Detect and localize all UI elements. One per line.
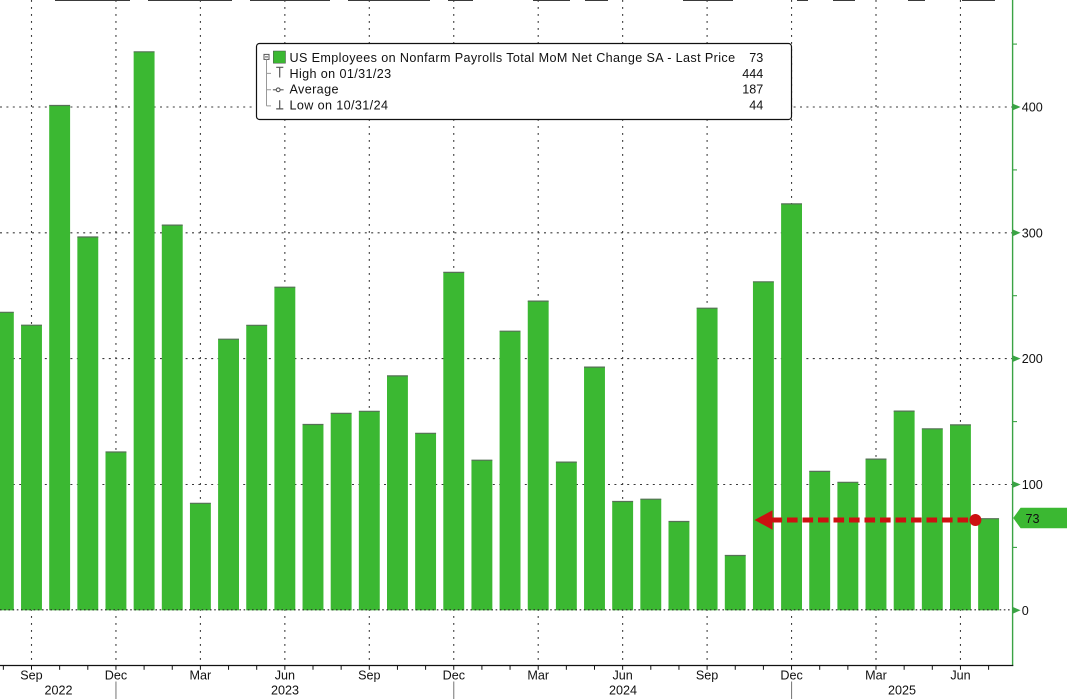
svg-text:2024: 2024 [609, 684, 637, 698]
svg-text:73: 73 [749, 51, 763, 65]
svg-text:Dec: Dec [105, 668, 127, 682]
svg-text:US Employees on Nonfarm Payrol: US Employees on Nonfarm Payrolls Total M… [290, 51, 736, 65]
svg-text:Low on 10/31/24: Low on 10/31/24 [290, 98, 389, 112]
svg-text:Sep: Sep [696, 668, 718, 682]
svg-text:0: 0 [1022, 604, 1029, 618]
svg-text:2022: 2022 [44, 684, 72, 698]
svg-text:187: 187 [742, 83, 763, 97]
svg-text:Dec: Dec [780, 668, 802, 682]
svg-text:High on 01/31/23: High on 01/31/23 [290, 67, 392, 81]
svg-text:Sep: Sep [20, 668, 42, 682]
svg-text:100: 100 [1022, 478, 1043, 492]
svg-text:Jun: Jun [275, 668, 295, 682]
svg-text:444: 444 [742, 67, 763, 81]
svg-text:44: 44 [749, 98, 763, 112]
svg-text:Jun: Jun [612, 668, 632, 682]
svg-text:73: 73 [1026, 512, 1040, 526]
svg-text:Sep: Sep [358, 668, 380, 682]
svg-text:Mar: Mar [865, 668, 887, 682]
svg-text:400: 400 [1022, 101, 1043, 115]
svg-text:300: 300 [1022, 226, 1043, 240]
svg-text:Jun: Jun [950, 668, 970, 682]
svg-text:2023: 2023 [271, 684, 299, 698]
svg-text:Mar: Mar [190, 668, 212, 682]
svg-text:200: 200 [1022, 352, 1043, 366]
svg-text:Mar: Mar [527, 668, 549, 682]
svg-text:Dec: Dec [443, 668, 465, 682]
svg-text:2025: 2025 [888, 684, 916, 698]
svg-text:Average: Average [290, 83, 339, 97]
